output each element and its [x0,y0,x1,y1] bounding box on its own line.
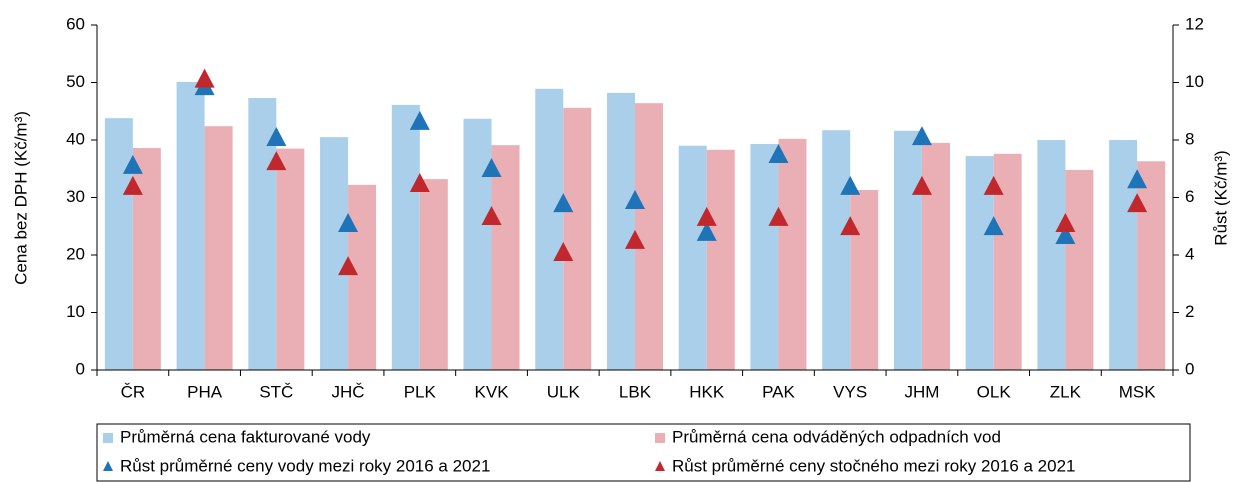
triangle-marker [266,126,287,146]
bar [204,126,233,370]
bar [132,148,161,370]
bar [491,145,520,370]
y-tick-label: 60 [66,14,85,33]
bar [176,81,205,371]
bar [1109,140,1138,370]
y-tick-label: 40 [66,129,85,148]
y-tick-label: 30 [66,187,85,206]
bar [1137,161,1166,370]
triangle-marker [696,221,717,241]
x-tick-label: PLK [404,382,437,401]
triangle-marker [983,175,1004,195]
y2-tick-label: 8 [1185,129,1194,148]
triangle-marker [911,175,932,195]
x-tick-label: JHČ [332,382,365,401]
triangle-marker [409,110,430,130]
bar [893,130,922,370]
triangle-marker [768,143,789,163]
triangle-marker [696,206,717,226]
triangle-marker [553,241,574,261]
triangle-marker [840,175,861,195]
bar [276,148,305,370]
legend-label: Průměrná cena fakturované vody [120,427,371,446]
bar [463,118,492,370]
triangle-marker [625,189,645,209]
x-tick-label: ZLK [1050,382,1082,401]
triangle-marker [625,229,645,249]
y2-tick-label: 12 [1185,14,1204,33]
triangle-marker [983,216,1004,236]
x-tick-label: ČR [121,382,146,401]
bar [391,104,420,371]
bar [678,145,707,370]
triangle-marker [1127,169,1148,189]
triangle-marker [266,151,287,171]
triangle-marker [1055,225,1076,245]
bar [607,92,635,370]
y2-tick-label: 10 [1185,72,1204,91]
triangle-marker [911,126,932,146]
x-tick-label: STČ [259,382,293,401]
bar [320,137,349,370]
x-tick-label: KVK [475,382,510,401]
bar [419,179,448,370]
x-tick-label: PAK [762,382,795,401]
x-tick-label: VYS [833,382,867,401]
x-tick-label: PHA [187,382,223,401]
y2-tick-label: 4 [1185,244,1194,263]
y-tick-label: 10 [66,302,85,321]
bar [535,88,564,370]
triangle-marker [553,193,574,213]
x-tick-label: LBK [619,382,652,401]
triangle-marker [194,68,215,88]
bar [1065,169,1094,370]
triangle-marker [122,175,143,195]
bar [348,184,377,370]
bar [104,118,133,371]
legend-swatch [103,461,113,471]
y2-tick-label: 2 [1185,302,1194,321]
triangle-marker [481,206,502,226]
y2-tick-label: 0 [1185,359,1194,378]
y-tick-label: 0 [76,359,85,378]
y2-axis-title: Růst (Kč/m³) [1211,150,1230,245]
x-tick-label: HKK [689,382,725,401]
triangle-marker [1127,193,1148,213]
triangle-marker [481,158,502,178]
bar [1037,140,1066,370]
legend-label: Růst průměrné ceny stočného mezi roky 20… [672,456,1076,475]
legend-swatch [103,433,113,443]
triangle-marker [768,206,789,226]
bar [822,130,851,370]
legend-label: Průměrná cena odváděných odpadních vod [672,427,1001,446]
legend-label: Růst průměrné ceny vody mezi roky 2016 a… [120,456,490,475]
legend-box [96,423,1191,482]
triangle-marker [338,256,359,276]
triangle-marker [122,154,143,174]
legend-swatch [655,433,665,443]
bar [750,144,779,370]
bar [778,138,807,370]
y-axis-title: Cena bez DPH (Kč/m³) [11,111,30,285]
bar [635,103,663,370]
x-tick-label: ULK [547,382,581,401]
x-tick-label: MSK [1119,382,1157,401]
bar [706,149,735,370]
triangle-marker [409,172,430,192]
y-tick-label: 20 [66,244,85,263]
legend-swatch [655,461,665,471]
x-tick-label: JHM [904,382,939,401]
triangle-marker [840,216,861,236]
bar [850,190,879,370]
y-tick-label: 50 [66,72,85,91]
bar [563,107,592,371]
x-tick-label: OLK [977,382,1012,401]
bar [921,142,950,370]
triangle-marker [1055,212,1076,232]
y2-tick-label: 6 [1185,187,1194,206]
triangle-marker [338,212,359,232]
